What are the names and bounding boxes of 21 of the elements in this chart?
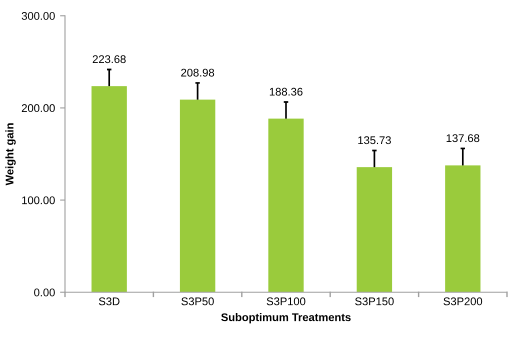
y-tick-label: 0.00 <box>34 288 55 296</box>
data-label: 208.98 <box>181 68 214 77</box>
y-tick-label: 300.00 <box>22 12 55 20</box>
data-label: 137.68 <box>446 134 480 142</box>
data-label: 188.36 <box>270 88 303 96</box>
y-axis-title: Weight gain <box>5 123 16 186</box>
bar <box>268 118 304 292</box>
x-axis-title: Suboptimum Treatments <box>221 313 351 324</box>
y-tick-label: 200.00 <box>22 104 55 112</box>
y-tick-label: 100.00 <box>22 196 55 204</box>
x-tick-label: S3P150 <box>355 297 394 306</box>
bar <box>356 167 392 292</box>
x-tick-label: S3D <box>98 297 120 306</box>
data-label: 135.73 <box>358 136 391 144</box>
bar <box>445 165 480 292</box>
x-tick-label: S3P200 <box>444 297 482 306</box>
data-label: 223.68 <box>92 55 126 64</box>
x-tick-label: S3P100 <box>266 297 306 306</box>
bar <box>180 100 216 292</box>
bar <box>92 86 127 292</box>
x-tick-label: S3P50 <box>181 297 214 306</box>
